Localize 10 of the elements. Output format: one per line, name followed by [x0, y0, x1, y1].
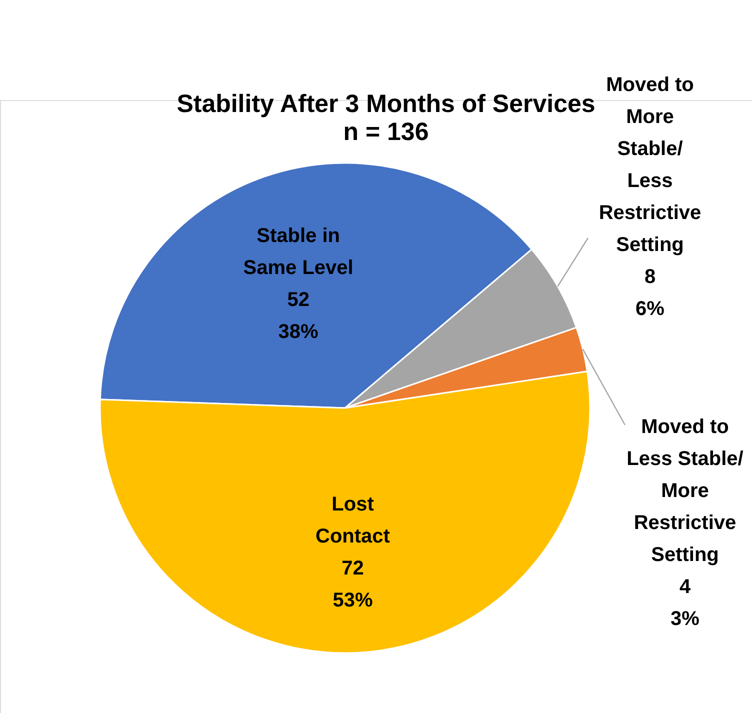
- data-label: 52 38%: [278, 288, 319, 343]
- slice-label: Stable in Same Level: [243, 224, 354, 279]
- data-label: 72 53%: [332, 558, 373, 612]
- slice-label: Moved to Less Stable/ More Restrictive Setting: [626, 416, 744, 566]
- data-label: 4 3%: [670, 576, 700, 630]
- data-label: 8 6%: [636, 266, 665, 320]
- slice-label: Moved to More Stable/ Less Restrictive Setting: [598, 74, 702, 256]
- text: n = 136: [343, 118, 429, 146]
- slice-label: Lost Contact: [316, 494, 390, 548]
- text: Stability After 3 Months of Services: [176, 90, 596, 118]
